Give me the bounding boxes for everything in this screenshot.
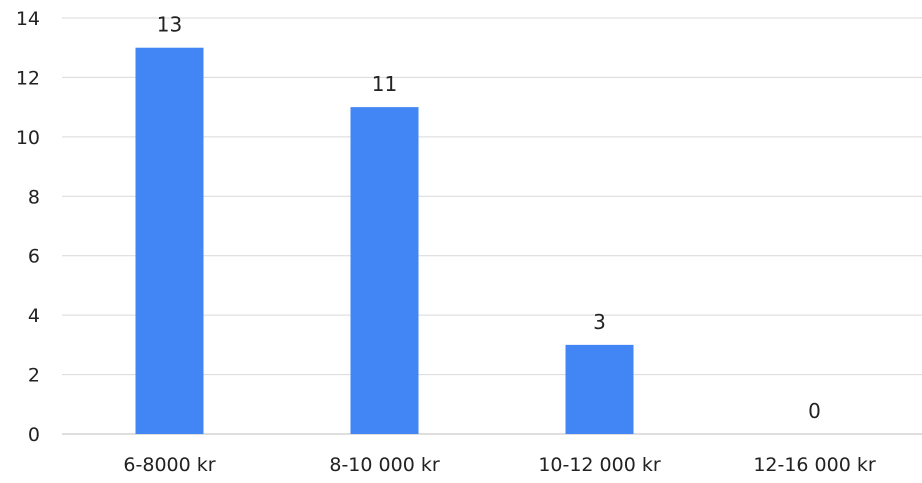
bar (350, 107, 419, 435)
data-label: 0 (808, 399, 821, 423)
bar (565, 344, 634, 434)
data-label: 13 (157, 13, 182, 37)
y-tick-label: 10 (16, 127, 40, 149)
x-axis-ticks: 6-8000 kr 8-10 000 kr 10-12 000 kr 12-16 00… (123, 454, 875, 476)
data-label: 3 (593, 310, 606, 334)
data-label: 11 (372, 72, 397, 96)
y-tick-label: 12 (16, 67, 40, 89)
y-tick-label: 6 (28, 246, 40, 268)
data-labels: 13 11 3 0 (157, 13, 821, 423)
x-tick-label: 8-10 000 kr (329, 454, 439, 476)
y-axis-ticks: 0 2 4 6 8 10 12 14 (16, 8, 40, 446)
y-tick-label: 2 (28, 365, 40, 387)
x-tick-label: 12-16 000 kr (753, 454, 876, 476)
y-tick-label: 0 (28, 424, 40, 446)
y-tick-label: 4 (28, 305, 40, 327)
y-tick-label: 8 (28, 186, 40, 208)
gridlines (62, 17, 922, 435)
x-tick-label: 10-12 000 kr (538, 454, 661, 476)
y-tick-label: 14 (16, 8, 40, 30)
x-tick-label: 6-8000 kr (123, 454, 215, 476)
bar (135, 47, 204, 434)
bars (135, 47, 634, 435)
